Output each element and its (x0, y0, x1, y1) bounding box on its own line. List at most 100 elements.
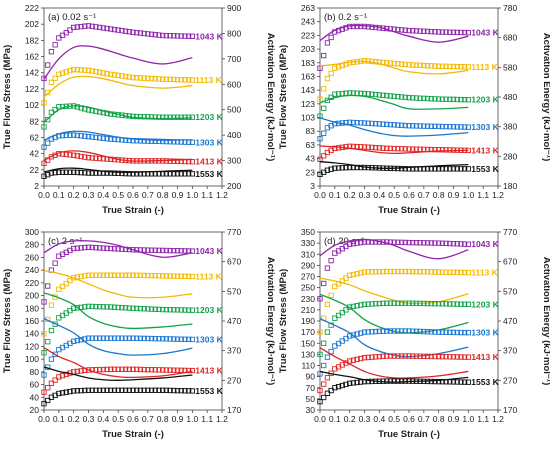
stress-data-point (398, 378, 405, 384)
temperature-label: 1203 K (195, 112, 223, 122)
stress-data-point (450, 329, 457, 336)
stress-data-point (41, 75, 47, 82)
stress-data-point (398, 122, 405, 128)
y-tick-label: 263 (301, 3, 315, 13)
y2-tick-label: 580 (503, 62, 517, 72)
x-tick-label: 0.3 (359, 414, 371, 424)
stress-data-point (398, 94, 405, 100)
stress-data-point (185, 114, 192, 120)
stress-data-point (421, 62, 427, 69)
y-tick-label: 160 (25, 316, 39, 326)
temperature-label: 1203 K (195, 305, 223, 315)
stress-data-point (436, 29, 442, 35)
y-tick-label: 210 (301, 305, 315, 315)
stress-data-point (380, 92, 386, 98)
stress-data-point (104, 170, 110, 176)
stress-data-point (406, 123, 412, 129)
stress-data-point (63, 371, 69, 378)
stress-data-point (67, 388, 73, 395)
stress-data-point (167, 76, 173, 83)
stress-data-point (439, 269, 446, 275)
y-tick-label: 63 (306, 140, 316, 150)
y-tick-label: 270 (301, 272, 315, 282)
stress-data-point (185, 33, 192, 39)
stress-data-point (67, 152, 73, 158)
stress-data-point (421, 300, 427, 307)
stress-data-point (395, 268, 401, 275)
stress-data-point (428, 123, 434, 129)
stress-data-point (82, 273, 88, 279)
stress-data-point (89, 68, 95, 74)
stress-data-point (93, 24, 99, 30)
stress-data-point (432, 123, 438, 130)
stress-data-point (111, 170, 118, 176)
stress-data-point (78, 67, 84, 73)
stress-data-point (372, 328, 379, 335)
stress-data-point (402, 122, 408, 129)
stress-data-point (369, 301, 375, 307)
stress-data-point (63, 389, 69, 395)
stress-data-point (372, 239, 379, 245)
stress-data-point (461, 379, 468, 385)
stress-data-point (324, 301, 331, 307)
stress-data-point (130, 387, 136, 393)
stress-data-point (167, 139, 173, 145)
y2-tick-label: 380 (503, 122, 517, 132)
stress-data-point (111, 335, 118, 341)
stress-data-point (387, 378, 394, 384)
stress-data-point (350, 332, 357, 338)
stress-data-point (432, 146, 438, 153)
activation-energy-line (43, 239, 193, 258)
stress-data-point (71, 245, 77, 252)
x-tick-label: 0.5 (112, 190, 124, 200)
stress-data-point (74, 104, 81, 110)
stress-data-point (89, 335, 95, 341)
y-tick-label: 62 (30, 132, 40, 142)
stress-data-point (126, 305, 132, 311)
stress-data-point (432, 166, 438, 172)
stress-data-point (148, 387, 155, 393)
stress-data-point (148, 31, 155, 37)
stress-data-point (111, 387, 118, 393)
stress-data-point (119, 305, 125, 311)
stress-data-point (115, 387, 121, 393)
activation-energy-line (319, 94, 469, 110)
stress-data-point (174, 336, 181, 342)
stress-data-point (48, 170, 55, 176)
activation-energy-line (43, 347, 193, 379)
y-tick-label: 203 (301, 44, 315, 54)
stress-data-point (432, 353, 438, 360)
stress-data-point (41, 331, 47, 337)
stress-data-point (74, 388, 81, 394)
stress-data-point (428, 240, 434, 246)
stress-data-point (163, 306, 170, 313)
stress-data-point (439, 63, 446, 69)
temperature-label: 1413 K (471, 352, 499, 362)
stress-data-point (126, 29, 132, 35)
stress-data-point (350, 23, 357, 30)
stress-data-point (71, 152, 77, 158)
stress-data-point (67, 169, 73, 175)
stress-data-point (89, 387, 95, 393)
stress-data-point (436, 63, 442, 69)
stress-data-point (458, 96, 464, 103)
stress-data-point (167, 33, 173, 39)
stress-data-point (465, 269, 471, 276)
stress-data-point (402, 166, 408, 172)
stress-data-point (369, 144, 375, 151)
stress-data-point (432, 96, 438, 102)
stress-data-point (178, 77, 184, 83)
stress-data-point (119, 366, 125, 372)
stress-data-point (63, 280, 69, 287)
stress-data-point (384, 60, 390, 66)
stress-data-point (48, 356, 55, 362)
stress-data-point (152, 273, 158, 279)
stress-data-point (417, 28, 423, 34)
stress-data-point (358, 302, 364, 308)
stress-data-point (321, 130, 327, 136)
stress-data-point (78, 23, 84, 30)
stress-data-point (145, 306, 151, 312)
stress-data-point (82, 67, 88, 73)
stress-data-point (450, 269, 457, 275)
